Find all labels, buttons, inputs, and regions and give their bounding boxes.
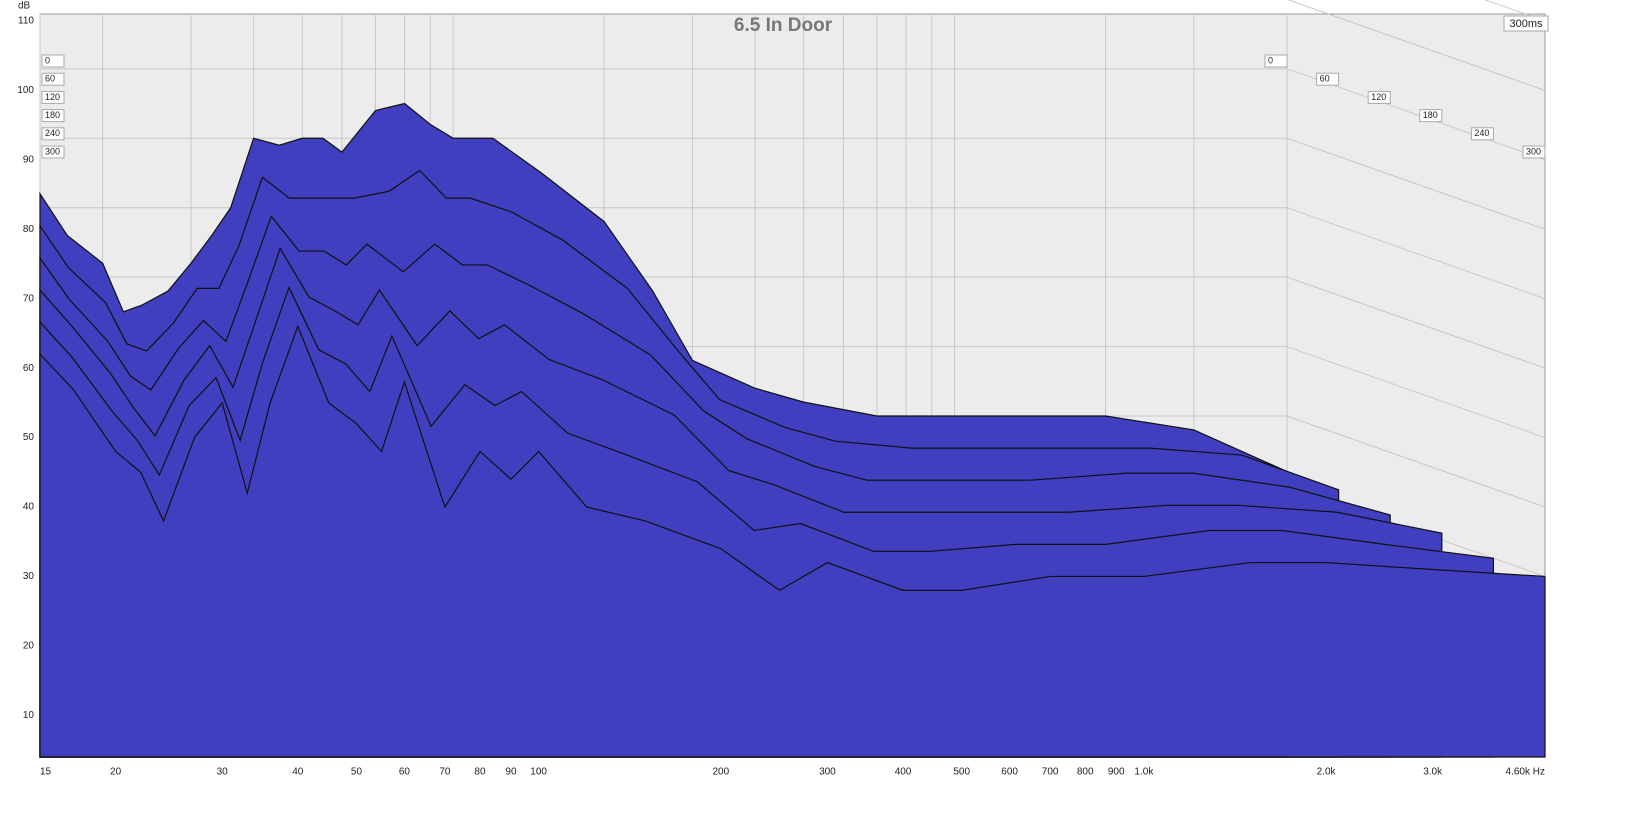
x-tick-label: 2.0k: [1317, 767, 1337, 778]
x-tick-label: 100: [530, 767, 547, 778]
time-label: 120: [1371, 92, 1386, 102]
labels: 10 20 30 40 50 60 70 80 90 100 110 15 20 30 40 50 60 70 80…: [17, 16, 1546, 778]
x-tick-label: 40: [292, 767, 304, 778]
time-label-box: [1470, 127, 1494, 141]
x-tick-label: 200: [713, 767, 730, 778]
y-tick-label: 80: [23, 224, 35, 235]
x-tick-label: 15: [40, 767, 52, 778]
y-tick-label: 20: [23, 641, 35, 652]
y-tick-label: 100: [17, 85, 34, 96]
time-label: 300: [1526, 146, 1541, 156]
y-axis-label: dB: [18, 1, 31, 12]
time-label-box: [1419, 109, 1443, 123]
x-tick-label: 60: [399, 767, 411, 778]
time-label-box: [41, 127, 65, 141]
x-tick-label: 500: [953, 767, 970, 778]
time-label: 180: [1423, 110, 1438, 120]
x-tick-label: 800: [1077, 767, 1094, 778]
x-tick-label: 80: [474, 767, 486, 778]
x-tick-label: 1.0k: [1134, 767, 1154, 778]
time-label-box: [1522, 145, 1546, 159]
time-label: 60: [45, 74, 55, 84]
y-tick-label: 110: [18, 16, 34, 27]
x-tick-label: 50: [351, 767, 363, 778]
time-label: 120: [45, 92, 60, 102]
slices: [39, 102, 1546, 758]
time-span-label: 300ms: [1509, 18, 1543, 30]
y-tick-label: 10: [23, 710, 35, 721]
time-label-box: [1316, 72, 1340, 86]
time-label: 240: [1474, 128, 1489, 138]
grid-line: [1287, 0, 1546, 91]
time-label-box: [1367, 90, 1391, 104]
time-label: 240: [45, 128, 60, 138]
slice-area: [39, 324, 1546, 758]
time-label: 180: [45, 110, 60, 120]
time-label: 0: [1268, 55, 1273, 65]
y-tick-label: 40: [23, 502, 35, 513]
x-tick-label: 70: [439, 767, 451, 778]
time-label-box: [41, 145, 65, 159]
y-tick-label: 90: [23, 154, 35, 165]
y-tick-label: 60: [23, 363, 35, 374]
x-tick-label: 20: [110, 767, 122, 778]
x-tick-label: 30: [217, 767, 229, 778]
x-tick-label: 300: [819, 767, 836, 778]
time-label: 60: [1320, 74, 1330, 84]
time-label-box: [41, 90, 65, 104]
time-label-box: [1264, 54, 1288, 68]
time-label: 300: [45, 146, 60, 156]
y-tick-label: 50: [23, 432, 35, 443]
x-tick-label: 3.0k: [1423, 767, 1443, 778]
time-label-box: [41, 54, 65, 68]
x-tick-label: 400: [895, 767, 912, 778]
y-tick-label: 70: [23, 293, 35, 304]
x-tick-label: 4.60k Hz: [1506, 767, 1545, 778]
x-tick-label: 700: [1042, 767, 1059, 778]
chart-title: 6.5 In Door: [734, 15, 833, 36]
time-label-box: [41, 109, 65, 123]
time-label: 0: [45, 55, 50, 65]
time-span-box: [1503, 15, 1549, 32]
x-tick-label: 900: [1108, 767, 1125, 778]
x-tick-label: 600: [1001, 767, 1018, 778]
x-tick-label: 90: [505, 767, 517, 778]
time-label-box: [41, 72, 65, 86]
y-tick-label: 30: [23, 571, 35, 582]
